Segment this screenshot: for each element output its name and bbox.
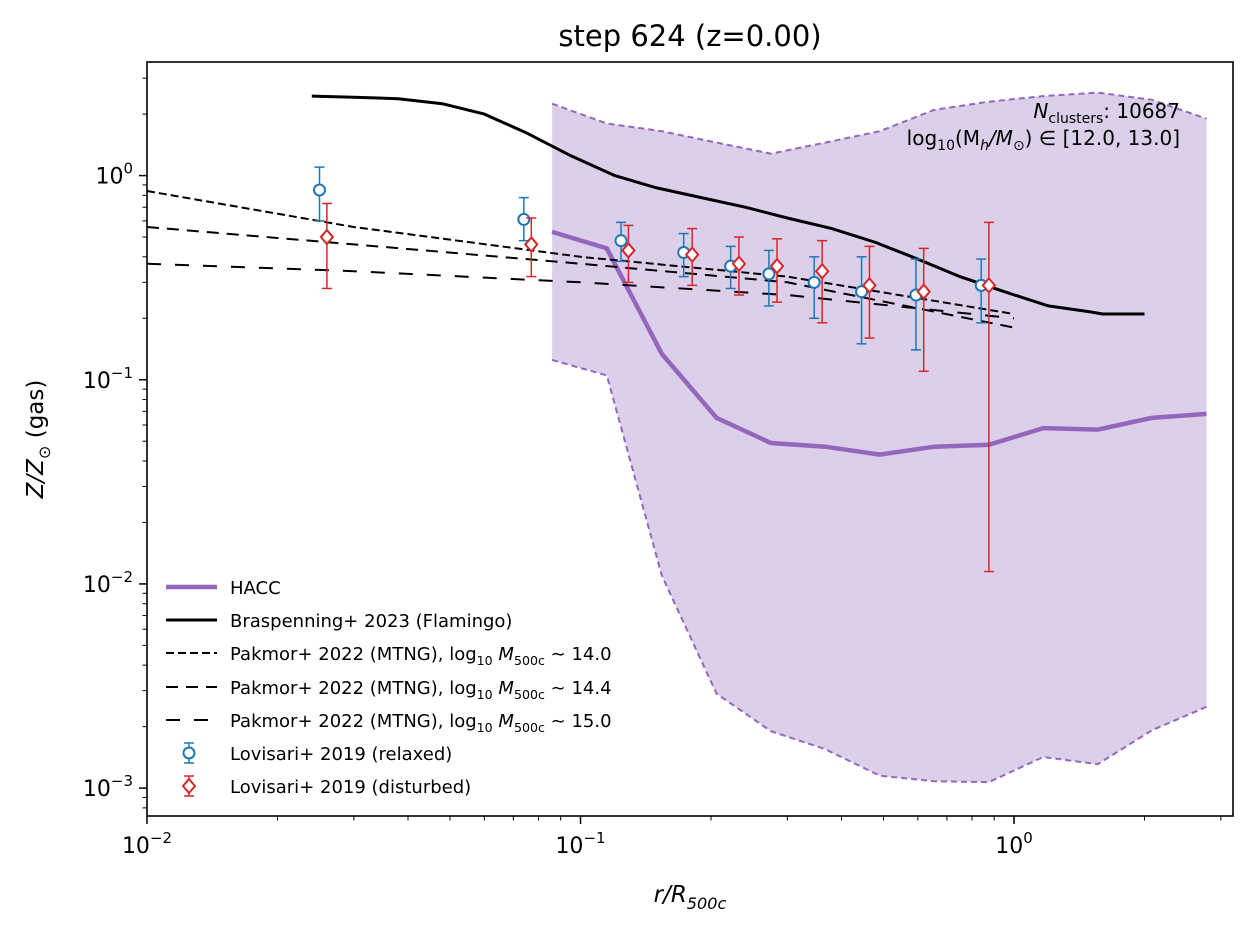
y-axis-label: Z/Z⊙ (gas) <box>23 380 54 500</box>
lovisari-disturbed-series <box>319 202 997 573</box>
mtng-15.0-line <box>146 262 1015 320</box>
relaxed-point <box>762 249 776 307</box>
lovisari-relaxed-series <box>313 166 988 351</box>
annotation-line-2: log10(Mh/M⊙) ∈ [12.0, 13.0] <box>907 126 1180 154</box>
legend-disturbed-swatch <box>181 775 197 797</box>
x-tick-label: 100 <box>995 829 1033 859</box>
legend: HACC Braspenning+ 2023 (Flamingo) Pakmor… <box>166 578 612 798</box>
legend-mtng150-label: Pakmor+ 2022 (MTNG), log10 M500c ∼ 15.0 <box>230 711 612 735</box>
relaxed-point <box>807 256 821 320</box>
disturbed-point <box>684 227 700 287</box>
x-tick-label: 10−2 <box>122 829 172 859</box>
disturbed-point <box>621 224 636 284</box>
y-tick-label: 100 <box>95 160 133 190</box>
disturbed-point <box>769 238 785 303</box>
legend-relaxed-label: Lovisari+ 2019 (relaxed) <box>230 744 452 765</box>
annotation-line-1: Nclusters: 10687 <box>1033 99 1180 127</box>
disturbed-point <box>814 239 830 324</box>
relaxed-point <box>517 196 531 242</box>
plot-area <box>146 91 1207 784</box>
legend-flamingo-label: Braspenning+ 2023 (Flamingo) <box>230 611 512 632</box>
y-tick-label: 10−1 <box>83 364 133 394</box>
chart-title: step 624 (z=0.00) <box>558 19 821 53</box>
disturbed-point <box>523 217 539 278</box>
disturbed-point <box>319 202 335 290</box>
legend-hacc-label: HACC <box>230 578 281 599</box>
x-tick-label: 10−1 <box>555 829 605 859</box>
hacc-upper-line <box>551 91 1207 155</box>
relaxed-point <box>313 166 327 222</box>
legend-mtng144-label: Pakmor+ 2022 (MTNG), log10 M500c ∼ 14.4 <box>230 678 612 702</box>
relaxed-point <box>855 256 869 345</box>
y-tick-label: 10−2 <box>83 568 133 598</box>
disturbed-point <box>862 245 877 339</box>
disturbed-point <box>981 221 997 573</box>
sample-annotation: Nclusters: 10687 log10(Mh/M⊙) ∈ [12.0, 1… <box>907 99 1180 154</box>
flamingo-line <box>311 94 1145 316</box>
hacc-lower-line <box>551 359 1207 784</box>
disturbed-point <box>731 236 747 296</box>
legend-relaxed-swatch <box>182 742 196 764</box>
legend-disturbed-label: Lovisari+ 2019 (disturbed) <box>230 777 471 798</box>
x-axis-label: r/R500c <box>654 882 727 913</box>
hacc-scatter-band <box>552 92 1207 783</box>
disturbed-point <box>916 247 932 373</box>
relaxed-point <box>614 221 628 263</box>
plot-frame <box>146 61 1234 817</box>
hacc-median-line <box>551 229 1207 457</box>
relaxed-point <box>909 258 923 351</box>
x-axis-ticks: 10−2 10−1 100 <box>122 816 1222 859</box>
y-tick-label: 10−3 <box>83 772 133 802</box>
y-axis-ticks: 10−3 10−2 10−1 100 <box>83 77 147 809</box>
legend-mtng140-label: Pakmor+ 2022 (MTNG), log10 M500c ∼ 14.0 <box>230 644 612 668</box>
